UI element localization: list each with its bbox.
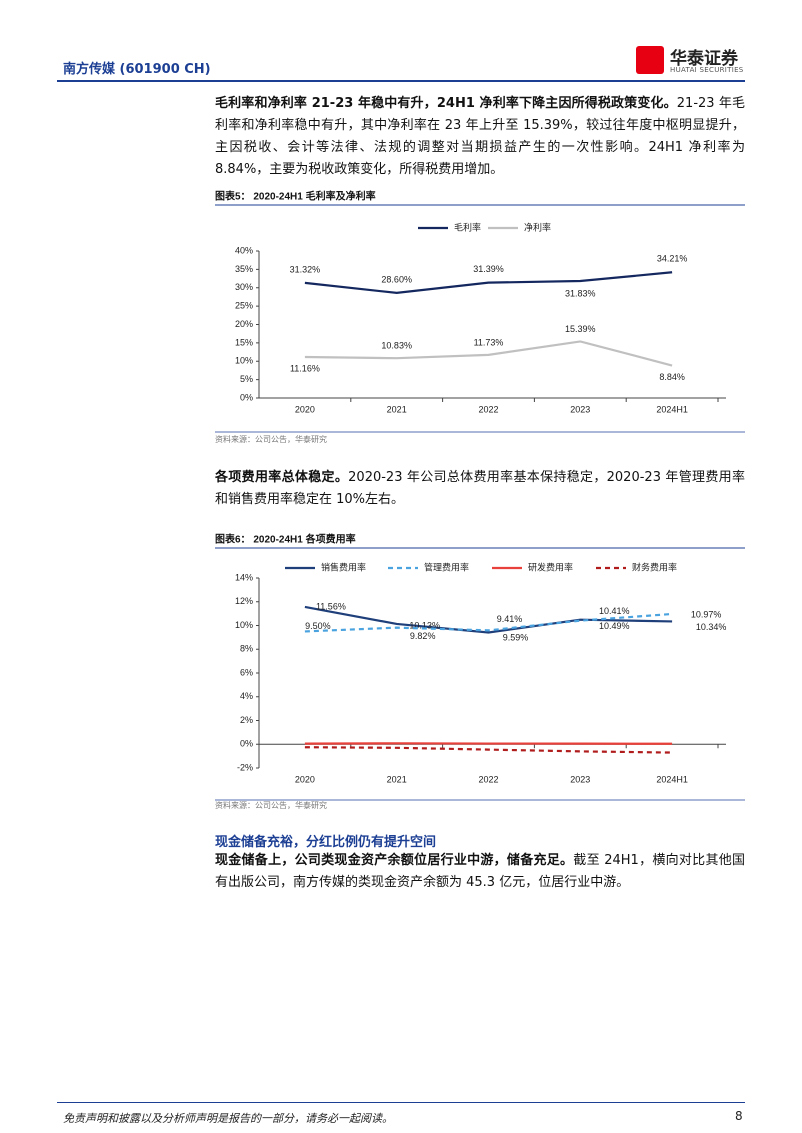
y-tick-label: 25% <box>235 301 253 311</box>
y-tick-label: 20% <box>235 319 253 329</box>
data-label: 10.41% <box>599 606 630 616</box>
data-label: 9.50% <box>305 621 331 631</box>
data-label: 8.84% <box>659 372 685 382</box>
x-tick-label: 2024H1 <box>656 404 688 414</box>
y-tick-label: 15% <box>235 337 253 347</box>
data-label: 28.60% <box>381 274 412 284</box>
data-label: 10.97% <box>691 609 722 619</box>
footer-rule <box>57 1102 745 1103</box>
data-label: 11.56% <box>316 601 346 611</box>
data-label: 31.39% <box>473 264 504 274</box>
body: 2020-23 年公司总体费用率基本保持稳定，2020-23 年管理费用率和销售… <box>215 470 745 507</box>
y-tick-label: -2% <box>237 762 253 772</box>
y-tick-label: 10% <box>235 620 253 630</box>
body: 截至 24H1，横向对比其他国有出版公司，南方传媒的类现金资产余额为 45.3 … <box>215 853 745 890</box>
series-line <box>304 605 673 634</box>
data-label: 34.21% <box>657 254 688 264</box>
y-tick-label: 5% <box>240 374 253 384</box>
data-label: 10.34% <box>696 622 727 632</box>
data-label: 31.83% <box>565 288 596 298</box>
data-label: 11.16% <box>290 363 320 373</box>
chart-title: 图表5： 2020-24H1 毛利率及净利率 <box>215 190 376 203</box>
x-tick-label: 2023 <box>570 774 590 784</box>
x-tick-label: 2022 <box>478 774 498 784</box>
legend-label: 研发费用率 <box>528 561 573 572</box>
y-tick-label: 10% <box>235 356 253 366</box>
paragraph: 现金储备上，公司类现金资产余额位居行业中游，储备充足。截至 24H1，横向对比其… <box>215 850 745 894</box>
chart-title: 图表6： 2020-24H1 各项费用率 <box>215 533 356 546</box>
lead: 毛利率和净利率 21-23 年稳中有升，24H1 净利率下降主因所得税政策变化。 <box>215 96 677 111</box>
stock-name: 南方传媒 (601900 CH) <box>63 62 211 77</box>
data-label: 9.41% <box>497 614 523 624</box>
data-label: 9.59% <box>503 633 529 643</box>
legend-label: 销售费用率 <box>321 561 366 572</box>
source: 资料来源：公司公告，华泰研究 <box>215 434 327 444</box>
x-tick-label: 2023 <box>570 404 590 414</box>
series-line <box>304 340 673 367</box>
x-tick-label: 2020 <box>295 404 315 414</box>
data-label: 9.82% <box>410 631 436 641</box>
y-tick-label: 8% <box>240 644 253 654</box>
legend-label: 财务费用率 <box>632 561 677 572</box>
y-tick-label: 30% <box>235 282 253 292</box>
data-label: 10.13% <box>409 620 440 630</box>
legend-label: 毛利率 <box>454 221 481 232</box>
y-tick-label: 40% <box>235 245 253 255</box>
brand: 华泰证券 <box>670 49 738 69</box>
series-line <box>304 746 673 754</box>
legend-label: 净利率 <box>524 221 551 232</box>
x-tick-label: 2021 <box>387 774 407 784</box>
series-line <box>304 271 673 295</box>
x-tick-label: 2024H1 <box>656 774 688 784</box>
data-label: 10.49% <box>599 621 630 631</box>
y-tick-label: 6% <box>240 667 253 677</box>
paragraph: 各项费用率总体稳定。2020-23 年公司总体费用率基本保持稳定，2020-23… <box>215 467 745 511</box>
y-tick-label: 12% <box>235 596 253 606</box>
x-tick-label: 2022 <box>478 404 498 414</box>
header-rule <box>57 80 745 82</box>
y-tick-label: 14% <box>235 572 253 582</box>
data-label: 11.73% <box>474 337 504 347</box>
lead: 各项费用率总体稳定。 <box>215 470 349 485</box>
disclaimer: 免责声明和披露以及分析师声明是报告的一部分，请务必一起阅读。 <box>63 1112 393 1125</box>
y-tick-label: 35% <box>235 264 253 274</box>
page-number: 8 <box>735 1109 743 1123</box>
brand-en: HUATAI SECURITIES <box>670 66 744 74</box>
y-tick-label: 0% <box>240 739 253 749</box>
lead: 现金储备上，公司类现金资产余额位居行业中游，储备充足。 <box>215 853 574 868</box>
x-tick-label: 2021 <box>387 404 407 414</box>
y-tick-label: 2% <box>240 715 253 725</box>
logo-icon <box>636 46 664 74</box>
data-label: 10.83% <box>381 341 412 351</box>
y-tick-label: 0% <box>240 392 253 402</box>
paragraph: 毛利率和净利率 21-23 年稳中有升，24H1 净利率下降主因所得税政策变化。… <box>215 93 745 181</box>
legend-label: 管理费用率 <box>424 561 469 572</box>
body: 21-23 年毛利率和净利率稳中有升，其中净利率在 23 年上升至 15.39%… <box>215 96 745 177</box>
x-tick-label: 2020 <box>295 774 315 784</box>
y-tick-label: 4% <box>240 691 253 701</box>
series-line <box>304 612 673 633</box>
section-heading: 现金储备充裕，分红比例仍有提升空间 <box>215 835 437 850</box>
source: 资料来源：公司公告，华泰研究 <box>215 800 327 810</box>
data-label: 31.32% <box>290 264 321 274</box>
data-label: 15.39% <box>565 324 596 334</box>
